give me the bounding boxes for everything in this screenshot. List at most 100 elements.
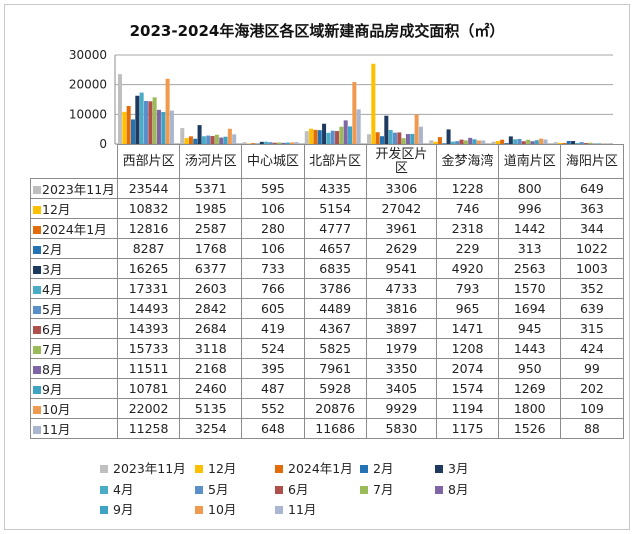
legend-swatch (360, 486, 368, 494)
y-tick-label: 20000 (69, 78, 107, 92)
row-label: 5月 (30, 298, 118, 319)
y-tick-label: 0 (99, 137, 107, 151)
bar (317, 130, 322, 144)
data-label: 965 (435, 298, 500, 319)
bar (597, 143, 602, 144)
legend-swatch (100, 465, 108, 473)
row-label: 7月 (30, 338, 118, 359)
bar (139, 92, 144, 144)
row-label: 8月 (30, 358, 118, 379)
bar (495, 141, 500, 144)
table-row: 12月 10832 1985 106 5154 27042 746 996 363 (30, 198, 624, 219)
legend-item: 10月 (195, 499, 236, 518)
data-label: 1800 (498, 398, 562, 419)
bar (356, 109, 361, 144)
bar (504, 143, 509, 144)
bar (414, 114, 419, 144)
series-name: 7月 (42, 342, 63, 357)
data-label: 3306 (365, 178, 437, 199)
x-tick-label: 金梦海湾 (435, 144, 500, 179)
data-label: 229 (435, 238, 500, 259)
bar (165, 78, 170, 144)
bar (397, 132, 402, 144)
bar (184, 138, 189, 144)
bar (405, 134, 410, 144)
row-label: 3月 (30, 258, 118, 279)
table-row: 5月 14493 2842 605 4489 3816 965 1694 639 (30, 298, 624, 319)
series-swatch (33, 326, 41, 334)
bar (232, 134, 237, 144)
bar (268, 142, 273, 144)
data-label: 945 (498, 318, 562, 339)
data-label: 22002 (116, 398, 181, 419)
bar (180, 128, 185, 144)
legend-swatch (100, 486, 108, 494)
legend-item: 6月 (275, 479, 308, 498)
bar (375, 132, 380, 144)
data-label: 648 (241, 418, 305, 439)
bar (118, 74, 123, 144)
bar (197, 125, 202, 144)
bar (384, 115, 389, 144)
data-label: 3786 (303, 278, 367, 299)
row-label: 4月 (30, 278, 118, 299)
bar (530, 141, 535, 144)
series-swatch (33, 246, 41, 254)
table-corner (30, 144, 118, 179)
data-label: 950 (498, 358, 562, 379)
x-tick-label: 北部片区 (303, 144, 367, 179)
bar (562, 142, 567, 144)
legend-swatch (360, 465, 368, 473)
series-swatch (33, 386, 41, 394)
legend-swatch (195, 506, 203, 514)
legend-label: 10月 (208, 502, 237, 517)
legend-swatch (100, 506, 108, 514)
row-label: 2月 (30, 238, 118, 259)
bar (571, 141, 576, 144)
bar (513, 139, 518, 144)
bar (481, 140, 486, 144)
legend-item: 7月 (360, 479, 393, 498)
data-label: 1526 (498, 418, 562, 439)
data-label: 4367 (303, 318, 367, 339)
bar (122, 111, 127, 144)
data-label: 4920 (435, 258, 500, 279)
data-label: 106 (241, 198, 305, 219)
data-label: 5928 (303, 378, 367, 399)
table-row: 4月 17331 2603 766 3786 4733 793 1570 352 (30, 278, 624, 299)
row-label: 6月 (30, 318, 118, 339)
row-label: 2024年1月 (30, 218, 118, 239)
data-label: 793 (435, 278, 500, 299)
bar (156, 109, 161, 144)
bar (148, 101, 153, 144)
legend-item: 2024年1月 (275, 458, 353, 477)
data-label: 7961 (303, 358, 367, 379)
table-row: 2023年11月 23544 5371 595 4335 3306 1228 800 649 (30, 178, 624, 199)
data-label: 2842 (179, 298, 243, 319)
data-label: 12816 (116, 218, 181, 239)
data-label: 746 (435, 198, 500, 219)
series-name: 11月 (42, 422, 71, 437)
legend-swatch (275, 465, 283, 473)
bar (401, 138, 406, 144)
bar (579, 142, 584, 144)
legend-label: 8月 (448, 482, 469, 497)
series-swatch (33, 226, 41, 234)
legend-item: 2月 (360, 458, 393, 477)
bar (294, 142, 299, 144)
data-label: 16265 (116, 258, 181, 279)
data-label: 3816 (365, 298, 437, 319)
data-label: 11511 (116, 358, 181, 379)
bar (575, 142, 580, 144)
bar (521, 141, 526, 144)
bar (272, 142, 277, 144)
series-name: 6月 (42, 322, 63, 337)
legend-label: 2023年11月 (113, 461, 186, 476)
bar (326, 132, 331, 144)
data-label: 419 (241, 318, 305, 339)
data-label: 202 (560, 378, 624, 399)
data-label: 1443 (498, 338, 562, 359)
bar (143, 101, 148, 144)
bar (219, 137, 224, 144)
